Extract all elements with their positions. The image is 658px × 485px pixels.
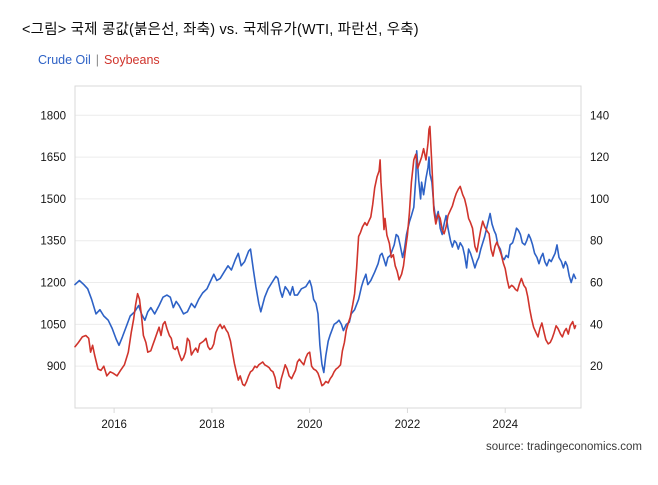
left-axis-tick-label: 1650 (40, 152, 66, 164)
right-axis-tick-label: 60 (590, 278, 603, 290)
right-axis-tick-label: 100 (590, 194, 609, 206)
right-axis-tick-label: 80 (590, 236, 603, 248)
right-axis-tick-label: 40 (590, 319, 603, 331)
left-axis-tick-label: 1500 (40, 194, 66, 206)
source-attribution: source: tradingeconomics.com (486, 441, 642, 453)
left-axis-tick-label: 1050 (40, 319, 66, 331)
right-axis-tick-label: 120 (590, 152, 609, 164)
legend-separator: | (95, 53, 100, 67)
left-axis-tick-label: 1200 (40, 278, 66, 290)
page-title: <그림> 국제 콩값(붉은선, 좌축) vs. 국제유가(WTI, 파란선, 우… (22, 22, 419, 38)
right-axis-tick-label: 140 (590, 110, 609, 122)
chart-area: 900 20 1050 40 1200 60 1350 80 1500 100 1650 120 180… (20, 76, 640, 439)
legend-soybeans[interactable]: Soybeans (104, 53, 160, 67)
x-axis-tick-label: 2018 (199, 419, 225, 431)
left-axis-tick-label: 1350 (40, 236, 66, 248)
x-axis-tick-label: 2016 (101, 419, 127, 431)
x-axis-tick-label: 2022 (395, 419, 421, 431)
right-axis-tick-label: 20 (590, 361, 603, 373)
crude-oil-line (74, 150, 577, 374)
left-axis-tick-label: 900 (47, 361, 66, 373)
x-axis-tick-label: 2024 (492, 419, 518, 431)
chart-legend: Crude Oil | Soybeans (38, 53, 160, 67)
soybeans-line (74, 125, 577, 390)
left-axis-tick-label: 1800 (40, 110, 66, 122)
x-axis-tick-label: 2020 (297, 419, 323, 431)
plot-border (74, 85, 582, 409)
price-line-chart: 900 20 1050 40 1200 60 1350 80 1500 100 1650 120 180… (40, 85, 609, 431)
legend-crude-oil[interactable]: Crude Oil (38, 53, 91, 67)
